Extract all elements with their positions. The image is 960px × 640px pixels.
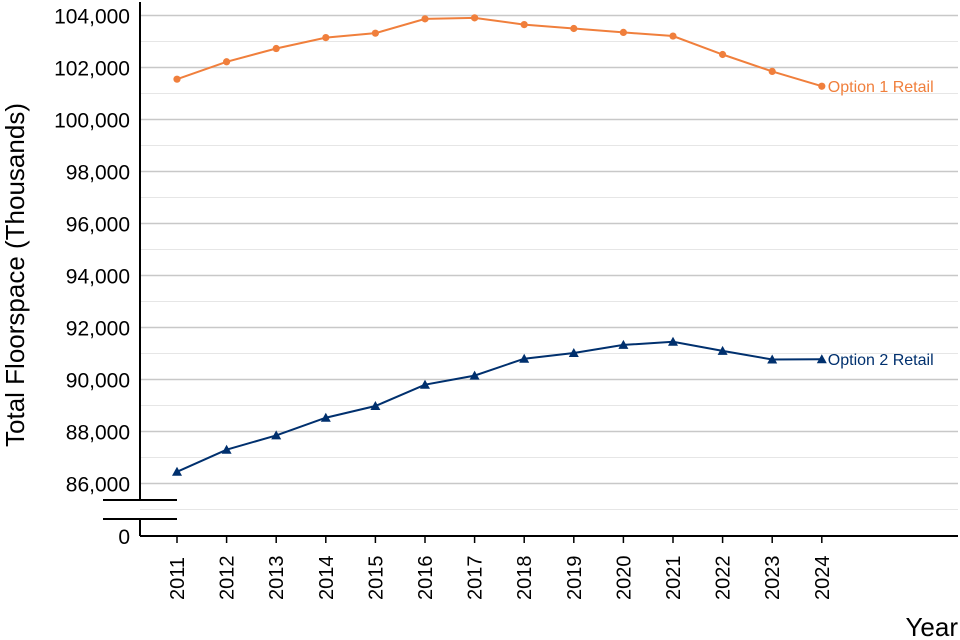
data-point-triangle xyxy=(420,379,430,389)
gridlines xyxy=(140,14,958,510)
data-point-triangle xyxy=(519,353,530,363)
y-tick-label: 90,000 xyxy=(66,370,130,393)
series-label: Option 2 Retail xyxy=(828,352,934,369)
x-tick-label: 2016 xyxy=(415,556,437,601)
data-point-triangle xyxy=(618,339,629,349)
y-tick-label: 88,000 xyxy=(66,422,130,445)
y-tick-label: 94,000 xyxy=(66,266,130,289)
x-tick-label: 2011 xyxy=(167,557,189,600)
data-point-circle xyxy=(669,32,677,40)
data-point-circle xyxy=(768,67,776,75)
x-tick-label: 2023 xyxy=(762,556,784,601)
data-point-circle xyxy=(818,82,826,90)
y-axis-label: Total Floorspace (Thousands) xyxy=(0,103,30,447)
series-line xyxy=(176,16,823,88)
data-point-triangle xyxy=(172,466,182,476)
y-tick-label-zero: 0 xyxy=(118,526,130,549)
data-point-triangle xyxy=(816,354,827,364)
data-point-triangle xyxy=(271,430,282,440)
data-point-circle xyxy=(619,28,628,36)
series-2: Option 2 Retail xyxy=(172,336,934,476)
x-tick-label: 2012 xyxy=(217,556,239,601)
x-tick-label: 2015 xyxy=(365,556,387,601)
x-tick-label: 2024 xyxy=(812,556,834,601)
series-1: Option 1 Retail xyxy=(173,14,934,96)
y-tick-label: 102,000 xyxy=(54,58,130,81)
x-tick-label: 2021 xyxy=(663,556,685,601)
series-line xyxy=(176,340,822,473)
y-tick-label: 100,000 xyxy=(54,110,130,133)
x-tick-label: 2018 xyxy=(514,556,536,601)
x-axis-label: Year xyxy=(905,612,958,640)
data-point-circle xyxy=(173,75,181,83)
data-point-circle xyxy=(719,50,727,59)
x-tick-label: 2019 xyxy=(564,556,586,601)
data-point-circle xyxy=(223,58,231,66)
axes: 86,000 88,000 90,000 92,000 94,000 96,000 98,0… xyxy=(54,2,958,600)
y-tick-label: 86,000 xyxy=(66,474,130,497)
x-tick-label: 2014 xyxy=(316,556,338,601)
data-point-triangle xyxy=(668,336,678,346)
data-point-circle xyxy=(322,34,330,42)
data-point-circle xyxy=(471,14,479,22)
x-tick-label: 2020 xyxy=(613,556,635,601)
x-tick-label: 2022 xyxy=(713,556,735,601)
series-lines: Option 1 Retail Option 2 Retail xyxy=(172,14,934,476)
y-tick-label: 92,000 xyxy=(66,318,130,341)
data-point-circle xyxy=(520,21,528,29)
data-point-triangle xyxy=(469,370,480,380)
data-point-triangle xyxy=(370,401,381,411)
data-point-circle xyxy=(570,24,578,33)
x-tick-label: 2017 xyxy=(465,556,487,601)
data-point-circle xyxy=(371,29,379,37)
data-point-triangle xyxy=(568,347,579,357)
data-point-triangle xyxy=(320,412,331,422)
data-point-circle xyxy=(272,44,280,53)
data-point-triangle xyxy=(717,345,728,355)
y-tick-label: 104,000 xyxy=(54,6,130,29)
y-tick-label: 96,000 xyxy=(66,214,130,237)
series-label: Option 1 Retail xyxy=(828,79,934,96)
data-point-triangle xyxy=(767,354,778,364)
x-tick-label: 2013 xyxy=(266,556,288,601)
y-tick-label: 98,000 xyxy=(66,162,130,185)
data-point-circle xyxy=(421,15,429,23)
data-point-triangle xyxy=(221,444,232,454)
